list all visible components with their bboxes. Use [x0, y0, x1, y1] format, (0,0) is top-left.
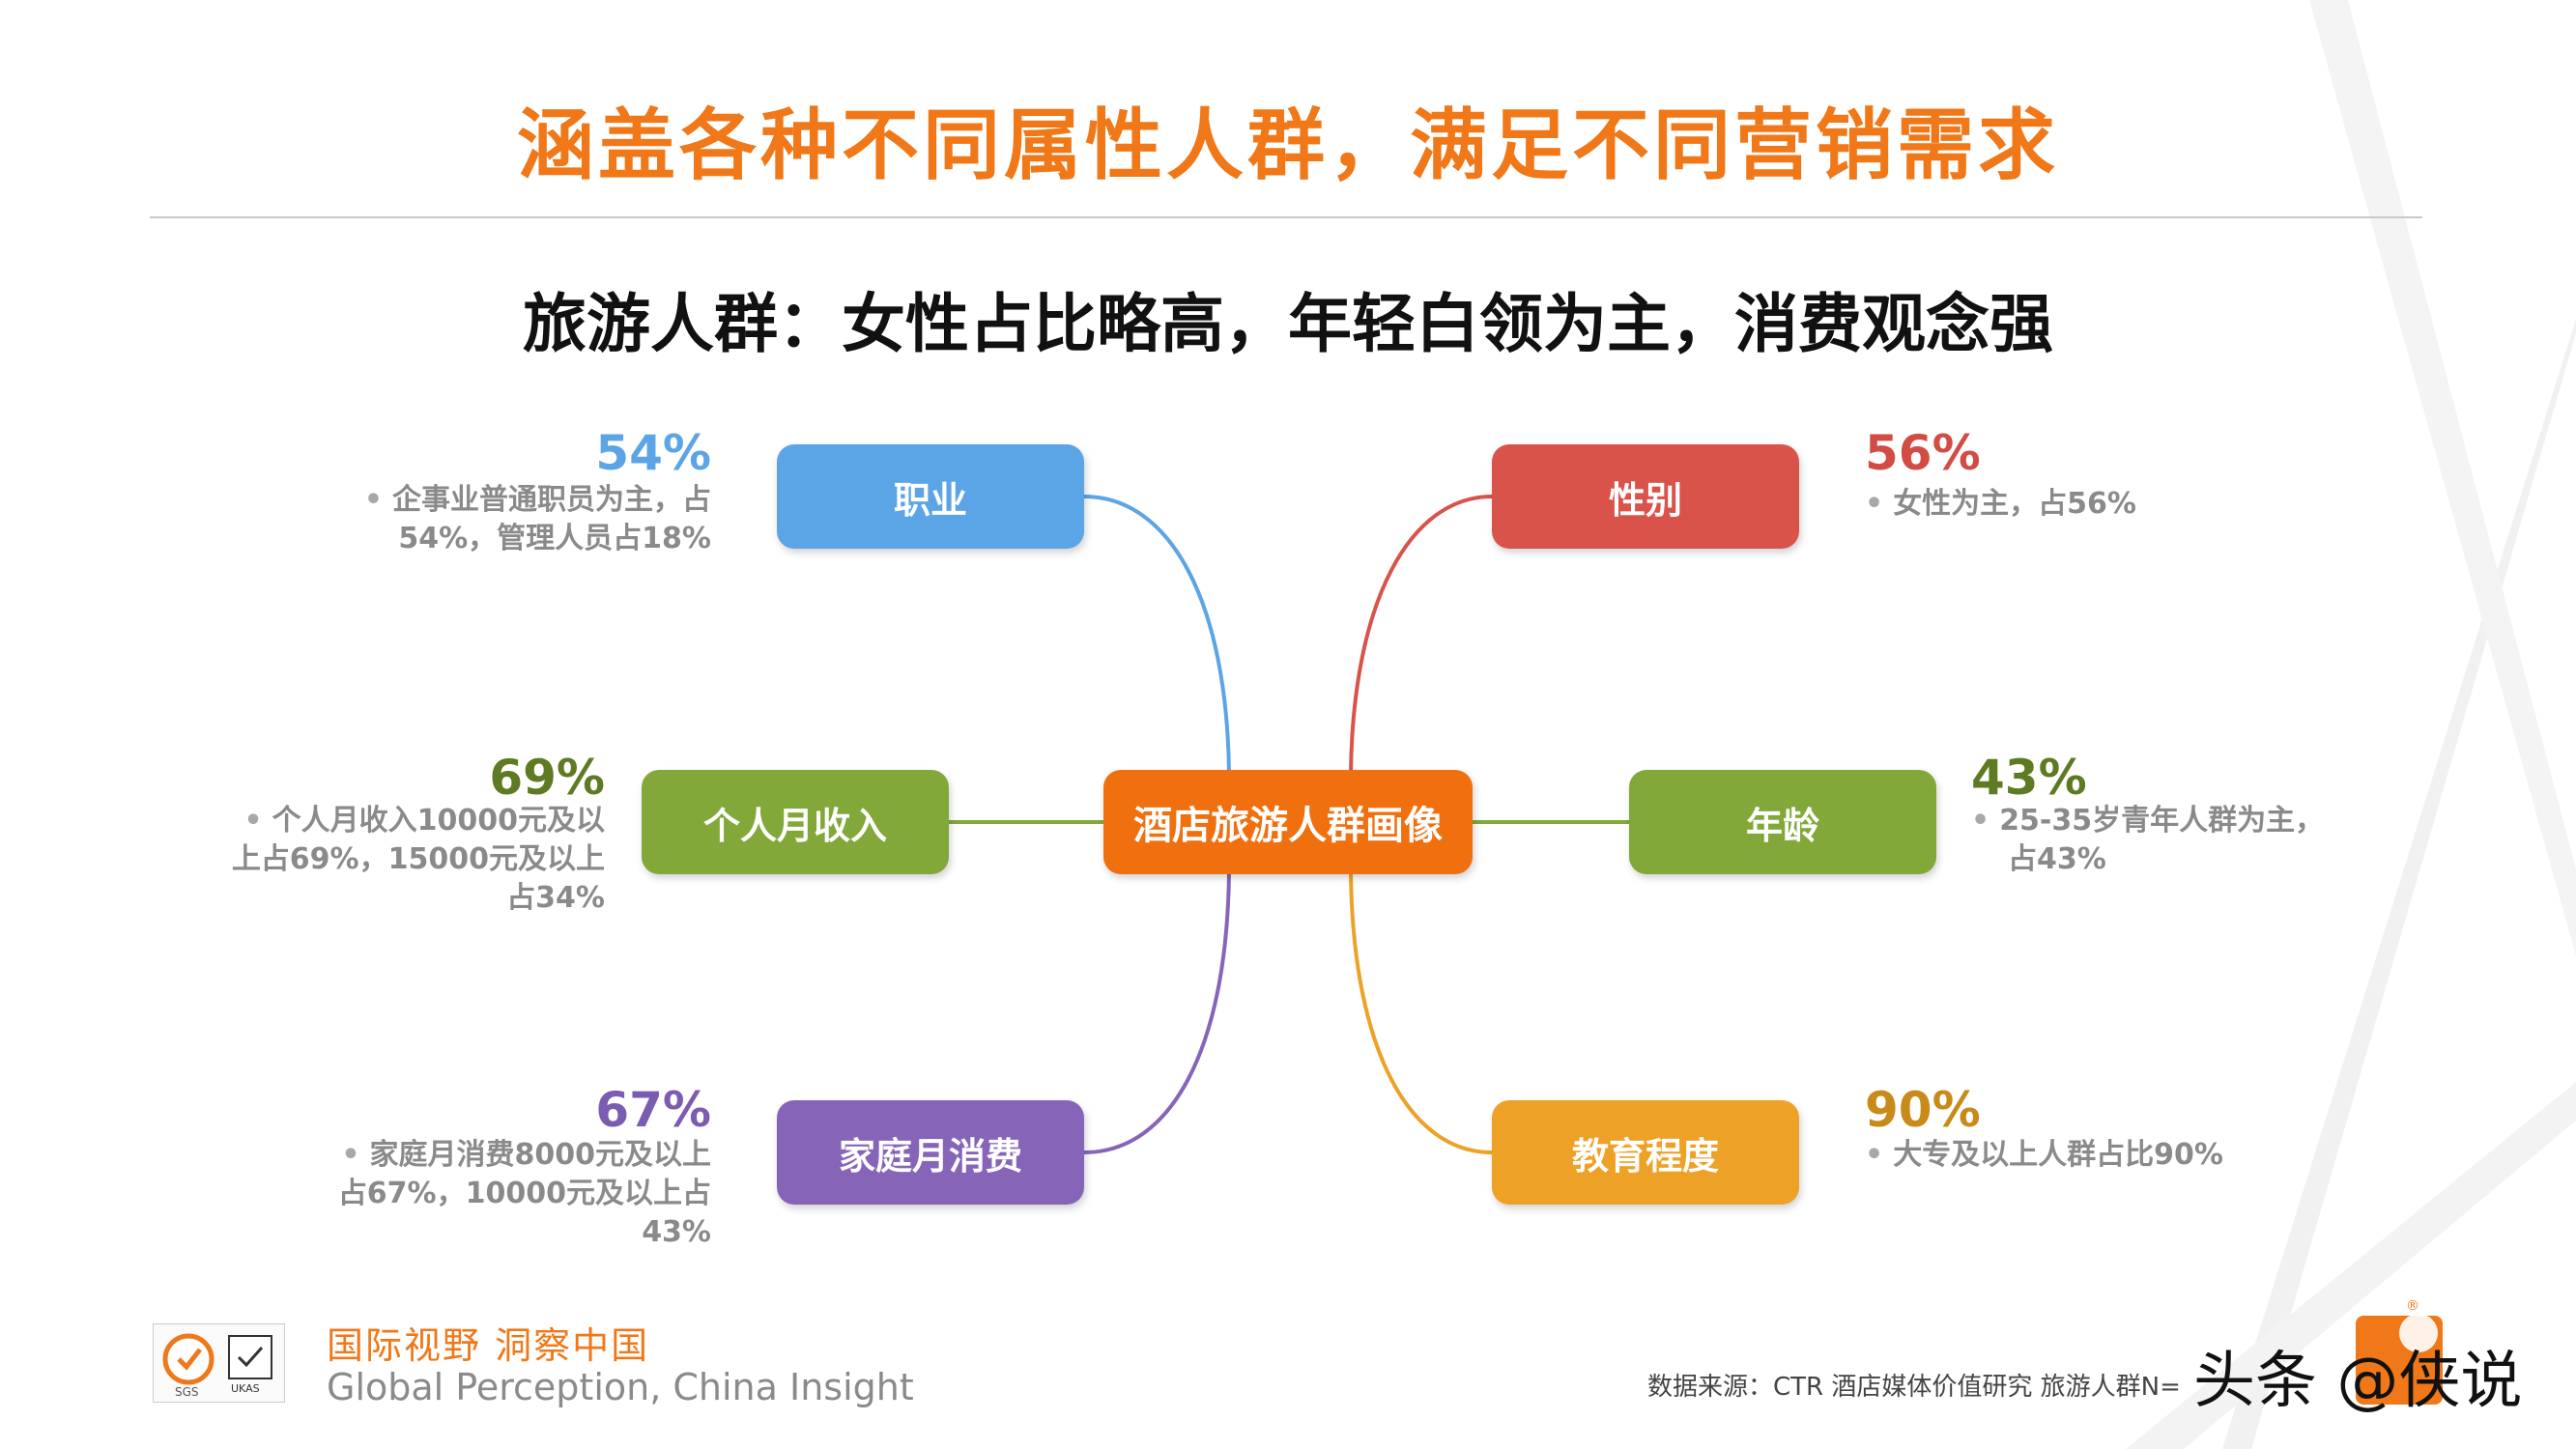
page-subtitle: 旅游人群：女性占比略高，年轻白领为主，消费观念强: [523, 287, 2053, 361]
family-desc-line-3: 43%: [642, 1215, 711, 1249]
node-education-label: 教育程度: [1571, 1134, 1719, 1178]
family-description: • 家庭月消费8000元及以上 占67%，10000元及以上占 43%: [280, 1136, 711, 1252]
node-gender-label: 性别: [1608, 478, 1682, 522]
svg-text:®: ®: [2406, 1298, 2419, 1314]
data-source: 数据来源：CTR 酒店媒体价值研究 旅游人群N=: [1647, 1373, 2181, 1402]
connector-occupation: [1083, 495, 1231, 776]
node-occupation-label: 职业: [893, 478, 967, 522]
education-desc-line-1: 大专及以上人群占比90%: [1893, 1138, 2223, 1172]
education-description: • 大专及以上人群占比90%: [1865, 1136, 2348, 1175]
bullet-dot: •: [1865, 487, 1884, 521]
connector-family: [1083, 870, 1231, 1154]
income-description: • 个人月收入10000元及以 上占69%，15000元及以上 占34%: [189, 802, 605, 918]
sgs-logo-text: SGS: [175, 1385, 199, 1399]
node-income: 个人月收入: [642, 770, 949, 874]
node-education: 教育程度: [1492, 1100, 1799, 1205]
node-gender: 性别: [1492, 444, 1799, 549]
connector-gender: [1349, 495, 1493, 776]
occupation-description: • 企事业普通职员为主，占 54%，管理人员占18%: [290, 481, 711, 558]
footer-slogan-cn: 国际视野 洞察中国: [327, 1324, 650, 1367]
age-description: • 25-35岁青年人群为主， 占43%: [1971, 802, 2454, 879]
bullet-dot: •: [341, 1138, 360, 1172]
age-desc-line-2: 占43%: [2008, 842, 2106, 876]
watermark: 头条 @侠说: [2193, 1346, 2523, 1417]
occupation-desc-line-1: 企事业普通职员为主，占: [392, 483, 711, 517]
gender-percent: 56%: [1865, 425, 1981, 481]
income-desc-line-2: 上占69%，15000元及以上: [231, 842, 605, 876]
bullet-dot: •: [1971, 804, 1990, 838]
node-family: 家庭月消费: [777, 1100, 1084, 1205]
title-divider: [150, 216, 2422, 218]
node-family-label: 家庭月消费: [838, 1134, 1022, 1178]
family-percent: 67%: [595, 1082, 711, 1138]
node-age-label: 年龄: [1745, 804, 1819, 847]
occupation-desc-line-2: 54%，管理人员占18%: [398, 522, 711, 555]
family-desc-line-1: 家庭月消费8000元及以上: [369, 1138, 712, 1172]
bullet-dot: •: [243, 804, 263, 838]
node-income-label: 个人月收入: [702, 804, 887, 847]
income-desc-line-1: 个人月收入10000元及以: [272, 804, 605, 838]
certification-logos: SGS UKAS: [153, 1323, 285, 1403]
age-desc-line-1: 25-35岁青年人群为主，: [1999, 804, 2325, 838]
center-node-label: 酒店旅游人群画像: [1133, 804, 1443, 848]
gender-description: • 女性为主，占56%: [1865, 485, 2348, 524]
node-occupation: 职业: [777, 444, 1084, 549]
income-desc-line-3: 占34%: [506, 881, 605, 915]
ctr-logo-icon: ®: [2356, 1298, 2443, 1405]
income-percent: 69%: [489, 750, 605, 806]
occupation-percent: 54%: [595, 425, 711, 481]
page-title: 涵盖各种不同属性人群，满足不同营销需求: [517, 100, 2059, 190]
footer-slogan-en: Global Perception, China Insight: [327, 1366, 914, 1408]
bullet-dot: •: [1865, 1138, 1884, 1172]
age-percent: 43%: [1971, 750, 2087, 806]
node-age: 年龄: [1629, 770, 1936, 874]
family-desc-line-2: 占67%，10000元及以上占: [337, 1177, 711, 1210]
education-percent: 90%: [1865, 1082, 1981, 1138]
sgs-logo-icon: SGS UKAS: [162, 1333, 272, 1399]
ukas-logo-text: UKAS: [231, 1382, 260, 1395]
gender-desc-line-1: 女性为主，占56%: [1893, 487, 2136, 521]
bullet-dot: •: [363, 483, 383, 517]
center-node: 酒店旅游人群画像: [1103, 770, 1473, 874]
connector-education: [1349, 870, 1493, 1154]
